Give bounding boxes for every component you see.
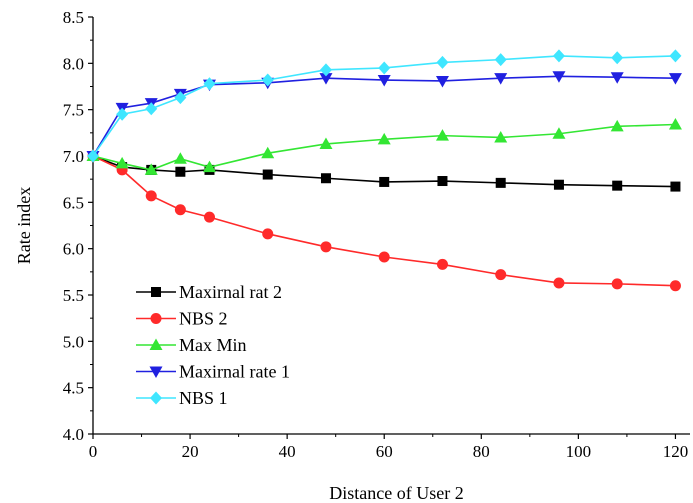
data-point	[320, 241, 332, 253]
data-point	[144, 163, 158, 175]
data-point	[319, 73, 333, 85]
data-point	[436, 258, 448, 270]
y-tick-label: 8.0	[63, 54, 84, 73]
legend-label: NBS 2	[179, 309, 228, 329]
data-point	[378, 61, 391, 75]
data-point	[669, 49, 682, 63]
legend-entry: Maxirnal rate 1	[136, 362, 290, 382]
x-tick-label: 20	[182, 442, 199, 461]
data-point	[611, 51, 624, 65]
legend-label: NBS 1	[179, 388, 228, 408]
legend-swatch-marker	[151, 287, 161, 297]
legend-label: Maxirnal rat 2	[179, 282, 282, 302]
x-tick-label: 100	[566, 442, 592, 461]
data-point	[320, 173, 331, 184]
data-point	[494, 53, 507, 67]
data-point	[495, 269, 507, 281]
y-tick-label: 7.5	[63, 101, 84, 120]
x-tick-label: 120	[663, 442, 689, 461]
x-tick-label: 40	[279, 442, 296, 461]
data-point	[611, 278, 623, 290]
series-1	[88, 151, 681, 192]
x-tick-label: 80	[473, 442, 490, 461]
data-point	[87, 149, 99, 163]
y-tick-label: 4.0	[63, 425, 84, 444]
y-tick-label: 5.5	[63, 286, 84, 305]
data-point	[319, 63, 332, 77]
y-axis-label: Rate index	[14, 187, 34, 264]
y-tick-label: 4.5	[63, 379, 84, 398]
series-2	[87, 150, 681, 292]
legend-entry: NBS 2	[136, 309, 228, 329]
data-point	[436, 55, 449, 69]
data-point	[670, 181, 681, 192]
data-point	[175, 166, 186, 177]
y-tick-label: 5.0	[63, 332, 84, 351]
legend: Maxirnal rat 2 NBS 2 Max Min Maxirnal rate …	[136, 282, 290, 408]
data-point	[379, 176, 390, 187]
data-point	[203, 77, 216, 91]
x-tick-label: 0	[89, 442, 98, 461]
y-tick-label: 8.5	[63, 8, 84, 27]
legend-label: Max Min	[179, 335, 247, 355]
legend-swatch-marker	[150, 391, 162, 405]
data-point	[437, 176, 448, 187]
data-point	[203, 211, 215, 223]
data-point	[435, 129, 449, 141]
axis-ticks: 0 20 40 60 80 100 120 4.0 4.5 5.0 5.5 6.0 6.5 7.0 7.5 8…	[63, 8, 688, 461]
legend-swatch-marker	[149, 338, 163, 350]
data-point	[668, 73, 682, 85]
data-point	[494, 73, 508, 85]
data-point	[378, 251, 390, 263]
data-point	[319, 137, 333, 149]
data-point	[377, 132, 391, 145]
data-point	[553, 277, 565, 289]
data-point	[262, 228, 274, 240]
data-point	[610, 119, 624, 132]
series-5	[87, 49, 682, 163]
data-point	[262, 169, 273, 180]
data-point	[435, 75, 449, 88]
data-point	[377, 75, 391, 87]
legend-label: Maxirnal rate 1	[179, 362, 290, 382]
data-point	[261, 73, 274, 87]
x-tick-label: 60	[376, 442, 393, 461]
y-tick-label: 6.5	[63, 193, 84, 212]
series-3	[86, 117, 682, 175]
data-point	[145, 190, 157, 202]
data-point	[261, 146, 275, 159]
data-point	[116, 107, 129, 121]
series-layer	[86, 49, 682, 292]
legend-swatch-marker	[149, 366, 163, 378]
data-point	[495, 177, 506, 188]
data-point	[668, 117, 682, 130]
data-point	[552, 71, 566, 83]
data-point	[552, 49, 565, 63]
legend-swatch-marker	[150, 313, 162, 324]
data-point	[669, 280, 681, 292]
data-point	[553, 179, 564, 190]
legend-entry: Maxirnal rat 2	[136, 282, 282, 302]
data-point	[174, 91, 187, 105]
data-point	[115, 156, 129, 169]
data-point	[174, 204, 186, 216]
y-tick-label: 6.0	[63, 240, 84, 259]
y-tick-label: 7.0	[63, 147, 84, 166]
data-point	[610, 72, 624, 84]
data-point	[552, 127, 566, 139]
series-4	[86, 71, 682, 163]
legend-entry: Max Min	[136, 335, 247, 355]
data-point	[173, 152, 187, 164]
legend-entry: NBS 1	[136, 388, 228, 408]
data-point	[145, 102, 158, 116]
data-point	[494, 130, 508, 143]
data-point	[612, 180, 623, 191]
x-axis-label: Distance of User 2	[329, 483, 463, 503]
data-point	[202, 160, 216, 173]
